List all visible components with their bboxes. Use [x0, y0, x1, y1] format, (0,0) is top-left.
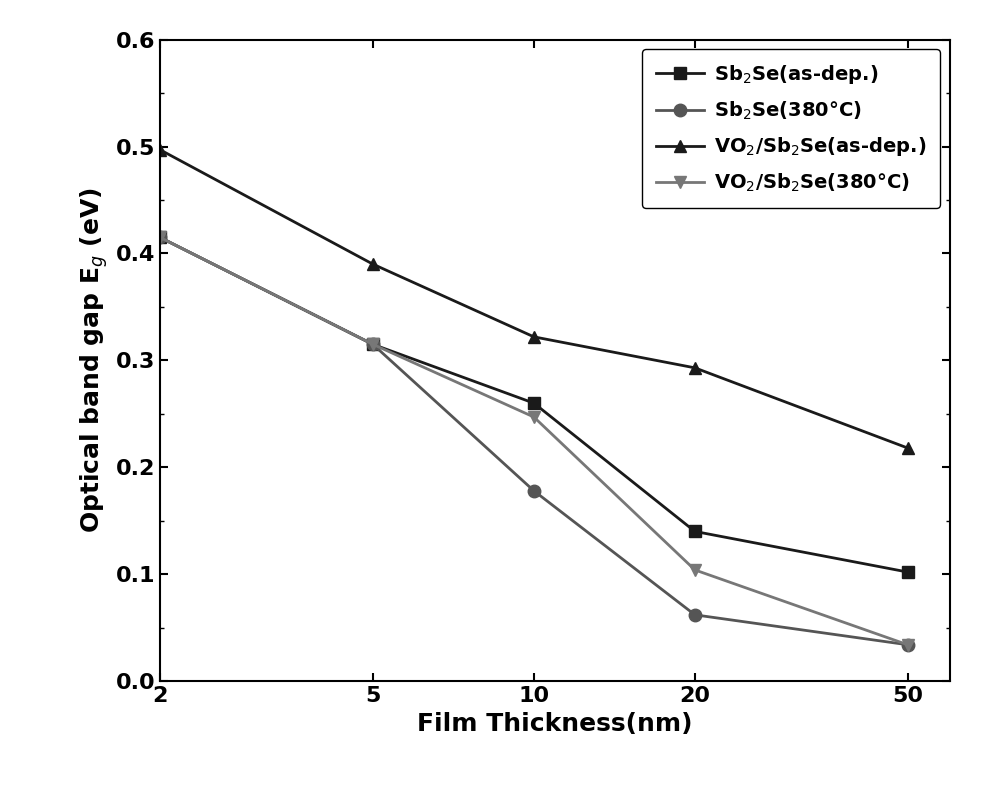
VO$_2$/Sb$_2$Se(380°C): [154, 233, 166, 242]
Line: VO$_2$/Sb$_2$Se(380°C): VO$_2$/Sb$_2$Se(380°C): [154, 231, 914, 651]
VO$_2$/Sb$_2$Se(380°C): [689, 565, 701, 575]
Sb$_2$Se(380°C): [528, 486, 540, 496]
Sb$_2$Se(380°C): [154, 233, 166, 242]
VO$_2$/Sb$_2$Se(as-dep.): [689, 363, 701, 372]
Line: VO$_2$/Sb$_2$Se(as-dep.): VO$_2$/Sb$_2$Se(as-dep.): [154, 143, 914, 455]
Line: Sb$_2$Se(as-dep.): Sb$_2$Se(as-dep.): [154, 231, 914, 578]
VO$_2$/Sb$_2$Se(as-dep.): [528, 332, 540, 341]
Sb$_2$Se(as-dep.): [902, 567, 914, 577]
X-axis label: Film Thickness(nm): Film Thickness(nm): [417, 711, 693, 736]
Sb$_2$Se(as-dep.): [528, 398, 540, 408]
VO$_2$/Sb$_2$Se(380°C): [528, 413, 540, 422]
Sb$_2$Se(380°C): [902, 640, 914, 649]
Legend: Sb$_2$Se(as-dep.), Sb$_2$Se(380°C), VO$_2$/Sb$_2$Se(as-dep.), VO$_2$/Sb$_2$Se(38: Sb$_2$Se(as-dep.), Sb$_2$Se(380°C), VO$_…: [642, 49, 940, 208]
Y-axis label: Optical band gap E$_g$ (eV): Optical band gap E$_g$ (eV): [78, 188, 110, 533]
Sb$_2$Se(as-dep.): [367, 340, 379, 349]
Line: Sb$_2$Se(380°C): Sb$_2$Se(380°C): [154, 231, 914, 651]
VO$_2$/Sb$_2$Se(as-dep.): [902, 444, 914, 453]
VO$_2$/Sb$_2$Se(as-dep.): [367, 259, 379, 268]
Sb$_2$Se(as-dep.): [689, 527, 701, 536]
VO$_2$/Sb$_2$Se(380°C): [902, 640, 914, 649]
Sb$_2$Se(as-dep.): [154, 233, 166, 242]
Sb$_2$Se(380°C): [689, 610, 701, 619]
VO$_2$/Sb$_2$Se(as-dep.): [154, 145, 166, 154]
VO$_2$/Sb$_2$Se(380°C): [367, 340, 379, 349]
Sb$_2$Se(380°C): [367, 340, 379, 349]
